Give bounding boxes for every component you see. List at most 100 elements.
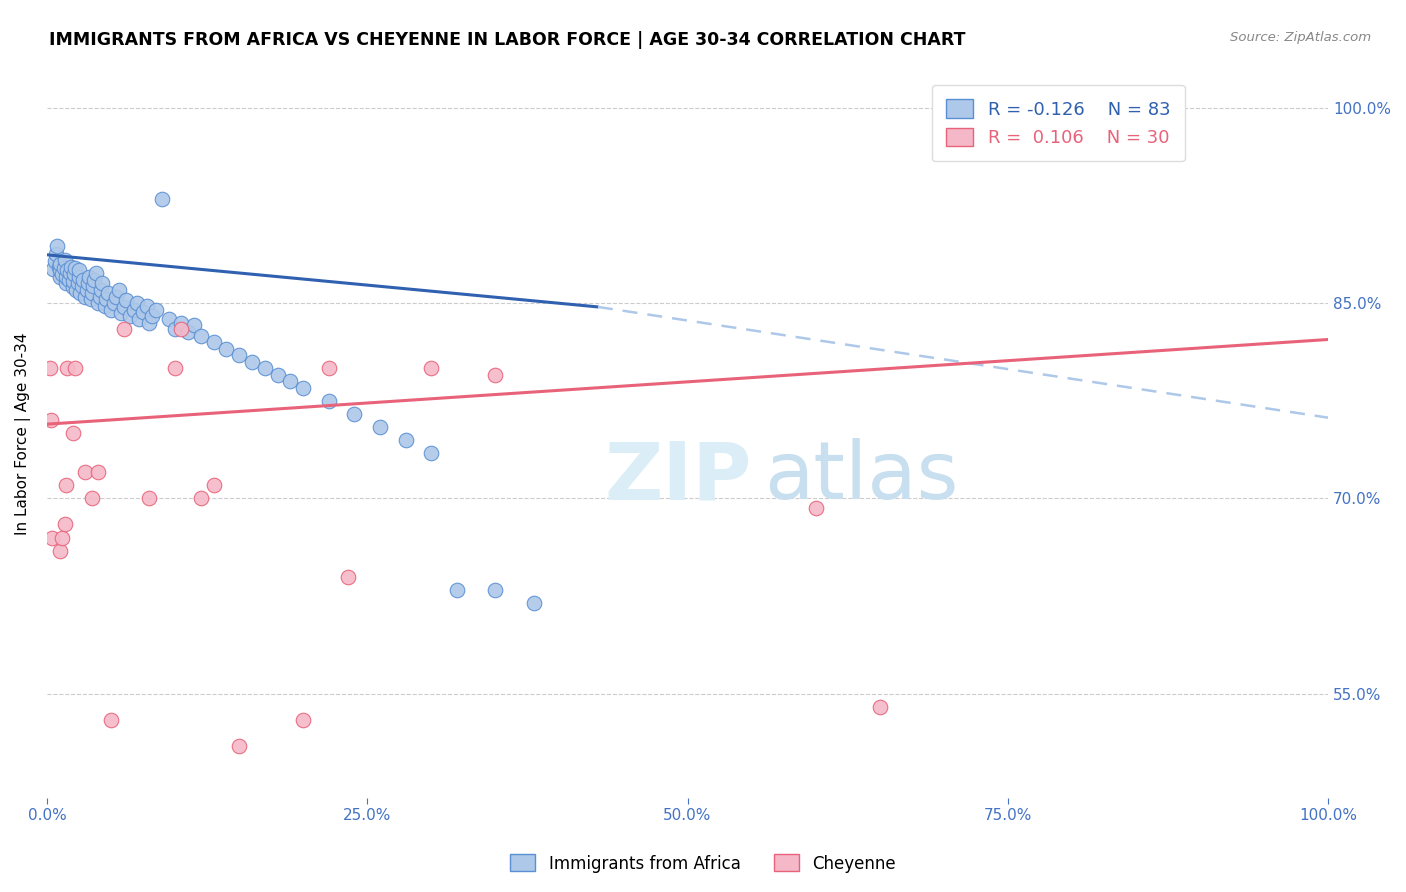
Point (56, 263, 79, 277)
Point (1060, 101, 1083, 115)
Point (87, 296, 110, 310)
Y-axis label: In Labor Force | Age 30-34: In Labor Force | Age 30-34 (15, 332, 31, 534)
Point (49, 543, 72, 558)
Point (128, 311, 150, 326)
Point (76, 283, 98, 297)
Point (337, 569, 360, 583)
Point (45, 246, 67, 260)
Point (63, 260, 86, 275)
Point (63, 268, 86, 282)
Point (135, 299, 157, 313)
Point (145, 302, 167, 317)
Point (60, 260, 83, 274)
Point (103, 296, 125, 310)
Point (90, 283, 112, 297)
Text: atlas: atlas (765, 438, 959, 516)
Point (80, 285, 103, 300)
Point (292, 713, 315, 727)
Point (48, 260, 70, 274)
Point (70, 279, 93, 293)
Text: ZIP: ZIP (605, 438, 752, 516)
Point (240, 354, 263, 368)
Point (183, 318, 205, 333)
Point (318, 393, 340, 408)
Point (79, 292, 101, 306)
Point (69, 285, 91, 300)
Point (368, 419, 391, 434)
Point (122, 302, 145, 317)
Point (53, 517, 76, 532)
Point (75, 466, 97, 480)
Point (49, 257, 72, 271)
Point (997, 101, 1019, 115)
Point (107, 283, 129, 297)
Point (93, 299, 115, 313)
Point (165, 361, 187, 376)
Point (62, 274, 84, 288)
Point (100, 713, 122, 727)
Point (94, 292, 117, 306)
Point (39, 413, 62, 427)
Point (165, 322, 187, 336)
Point (112, 322, 135, 336)
Point (253, 361, 276, 376)
Point (125, 296, 148, 310)
Point (804, 500, 827, 515)
Point (110, 306, 132, 320)
Point (62, 280, 84, 294)
Point (55, 277, 77, 291)
Point (202, 478, 225, 492)
Point (55, 478, 77, 492)
Point (59, 266, 82, 280)
Point (67, 269, 90, 284)
Point (105, 289, 128, 303)
Point (266, 368, 288, 382)
Point (87, 466, 110, 480)
Point (46, 238, 69, 252)
Point (115, 293, 138, 308)
Point (120, 309, 142, 323)
Point (157, 311, 180, 326)
Point (484, 582, 506, 597)
Point (190, 491, 212, 506)
Point (42, 262, 65, 277)
Point (141, 309, 163, 323)
Point (83, 272, 105, 286)
Point (420, 446, 443, 460)
Point (190, 328, 212, 343)
Point (420, 361, 443, 376)
Point (100, 302, 122, 317)
Point (77, 269, 100, 284)
Point (84, 266, 107, 280)
Point (150, 192, 173, 206)
Point (228, 348, 250, 362)
Point (202, 335, 225, 350)
Point (44, 254, 66, 268)
Point (62, 426, 84, 441)
Point (280, 374, 302, 388)
Point (138, 491, 160, 506)
Point (67, 263, 90, 277)
Point (75, 289, 97, 303)
Text: Source: ZipAtlas.com: Source: ZipAtlas.com (1230, 31, 1371, 45)
Point (56, 361, 79, 376)
Point (484, 368, 506, 382)
Point (55, 269, 77, 284)
Point (215, 342, 238, 356)
Point (49, 263, 72, 277)
Point (869, 699, 891, 714)
Point (170, 322, 193, 336)
Point (89, 289, 111, 303)
Point (58, 272, 80, 286)
Point (112, 300, 135, 314)
Point (292, 381, 315, 395)
Point (138, 316, 160, 330)
Point (77, 277, 100, 291)
Legend: Immigrants from Africa, Cheyenne: Immigrants from Africa, Cheyenne (503, 847, 903, 880)
Text: IMMIGRANTS FROM AFRICA VS CHEYENNE IN LABOR FORCE | AGE 30-34 CORRELATION CHART: IMMIGRANTS FROM AFRICA VS CHEYENNE IN LA… (49, 31, 966, 49)
Point (82, 279, 104, 293)
Point (132, 305, 155, 319)
Point (38, 361, 60, 376)
Point (51, 268, 73, 282)
Point (97, 285, 120, 300)
